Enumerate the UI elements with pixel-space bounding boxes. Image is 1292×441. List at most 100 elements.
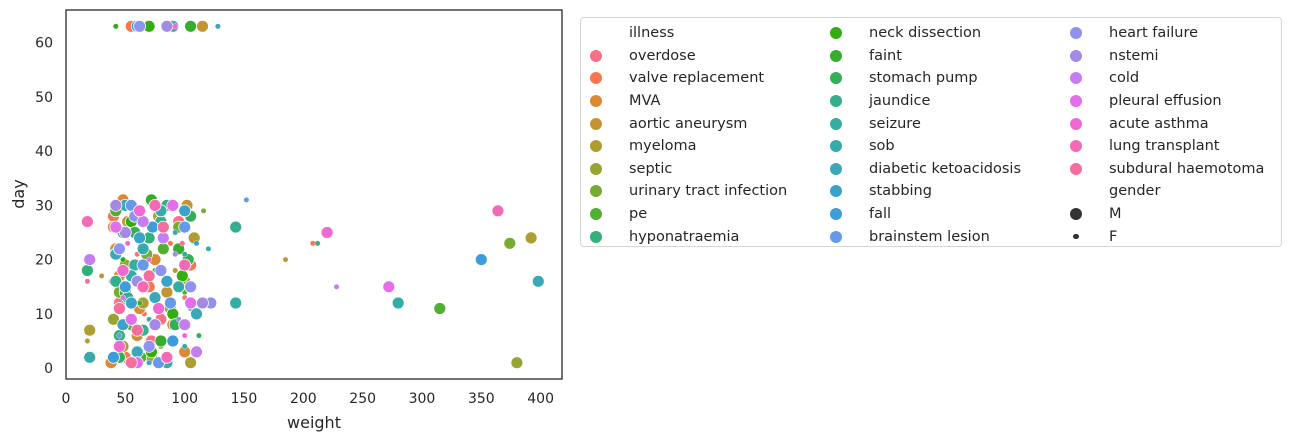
legend-item-illness: subdural haemotoma	[1061, 158, 1264, 181]
legend-label: M	[1109, 206, 1122, 223]
legend-label: neck dissection	[869, 25, 982, 42]
legend-marker-icon	[821, 159, 851, 179]
data-point	[333, 283, 340, 290]
data-point	[184, 296, 198, 310]
legend-label: lung transplant	[1109, 138, 1220, 155]
data-point	[184, 19, 198, 33]
data-point	[120, 256, 126, 263]
legend-item-illness: myeloma	[581, 135, 787, 158]
data-point	[98, 272, 105, 279]
legend-marker-icon	[581, 136, 611, 156]
data-point	[200, 207, 207, 214]
data-point	[178, 204, 192, 218]
legend-item-illness: cold	[1061, 67, 1264, 90]
y-axis-label: day	[9, 179, 28, 208]
legend-label: MVA	[629, 93, 661, 110]
data-point	[181, 332, 188, 339]
data-point	[136, 280, 150, 294]
legend-marker-icon	[821, 114, 851, 134]
legend-item-illness: aortic aneurysm	[581, 112, 787, 135]
data-point	[190, 307, 203, 321]
data-point	[156, 242, 170, 256]
x-tick-label: 100	[171, 391, 198, 407]
data-point	[160, 19, 174, 33]
legend-marker-icon	[1061, 23, 1091, 43]
data-point	[160, 274, 174, 288]
data-point	[172, 23, 179, 30]
data-point	[184, 280, 198, 294]
data-point	[178, 258, 192, 272]
x-tick-label: 200	[290, 391, 317, 407]
legend-item-illness: valve replacement	[581, 67, 787, 90]
legend-item-gender: F	[1061, 225, 1264, 248]
data-point	[136, 300, 143, 306]
data-point	[133, 231, 147, 245]
legend-item-illness: acute asthma	[1061, 112, 1264, 135]
legend-label: fall	[869, 206, 892, 223]
legend-marker-icon	[1061, 204, 1091, 224]
legend-marker-icon	[821, 136, 851, 156]
data-point	[282, 256, 289, 263]
legend-label: jaundice	[869, 93, 931, 110]
data-point	[109, 220, 123, 234]
legend-label: urinary tract infection	[629, 183, 788, 200]
legend-marker-icon	[581, 204, 611, 224]
data-point	[84, 338, 91, 344]
data-point	[142, 339, 156, 353]
data-point	[113, 339, 126, 353]
legend-label: pleural effusion	[1109, 93, 1222, 110]
data-point	[491, 204, 505, 218]
y-tick-label: 10	[35, 307, 53, 323]
data-point	[167, 240, 174, 247]
data-point	[154, 264, 168, 277]
data-point	[118, 226, 132, 239]
x-tick-label: 250	[349, 391, 376, 407]
data-point	[136, 215, 150, 229]
legend: illness overdose valve replacement MVA aorti…	[580, 17, 1282, 247]
data-point	[190, 345, 203, 359]
legend-label: aortic aneurysm	[629, 115, 748, 132]
legend-marker-icon	[821, 227, 851, 247]
data-point	[116, 332, 123, 339]
plot-frame	[65, 9, 563, 380]
data-point	[181, 343, 188, 350]
data-point	[109, 198, 123, 212]
data-point	[152, 302, 166, 315]
legend-label: heart failure	[1109, 25, 1199, 42]
legend-item-illness: heart failure	[1061, 22, 1264, 45]
legend-item-illness: pe	[581, 203, 787, 226]
data-point	[184, 356, 198, 370]
legend-marker-icon	[581, 114, 611, 134]
legend-item-illness: fall	[821, 203, 1021, 226]
legend-marker-icon	[821, 46, 851, 66]
y-tick-label: 40	[35, 144, 53, 160]
data-point	[84, 278, 91, 285]
data-point	[109, 274, 123, 288]
legend-item-illness: seizure	[821, 112, 1021, 135]
x-axis-label: weight	[287, 413, 341, 432]
data-point	[83, 323, 97, 337]
legend-marker-icon	[581, 68, 611, 88]
data-point	[154, 334, 168, 348]
data-point	[474, 253, 488, 267]
data-point	[112, 23, 119, 30]
data-point	[142, 269, 156, 283]
legend-label: nstemi	[1109, 47, 1159, 64]
legend-label: seizure	[869, 115, 921, 132]
legend-marker-icon	[821, 91, 851, 111]
data-point	[118, 280, 132, 294]
data-point	[133, 204, 147, 218]
data-point	[124, 240, 131, 247]
legend-marker-icon	[1061, 91, 1091, 111]
legend-label: stabbing	[869, 183, 932, 200]
y-axis: 0 10 20 30 40 50 60	[35, 36, 53, 378]
legend-label: myeloma	[629, 138, 697, 155]
data-point	[524, 231, 538, 245]
legend-label: brainstem lesion	[869, 228, 990, 245]
y-tick-label: 30	[35, 198, 53, 214]
data-point	[181, 251, 188, 258]
legend-marker-icon	[821, 68, 851, 88]
y-tick-label: 60	[35, 36, 53, 52]
legend-item-illness: urinary tract infection	[581, 180, 787, 203]
data-point	[124, 356, 138, 370]
